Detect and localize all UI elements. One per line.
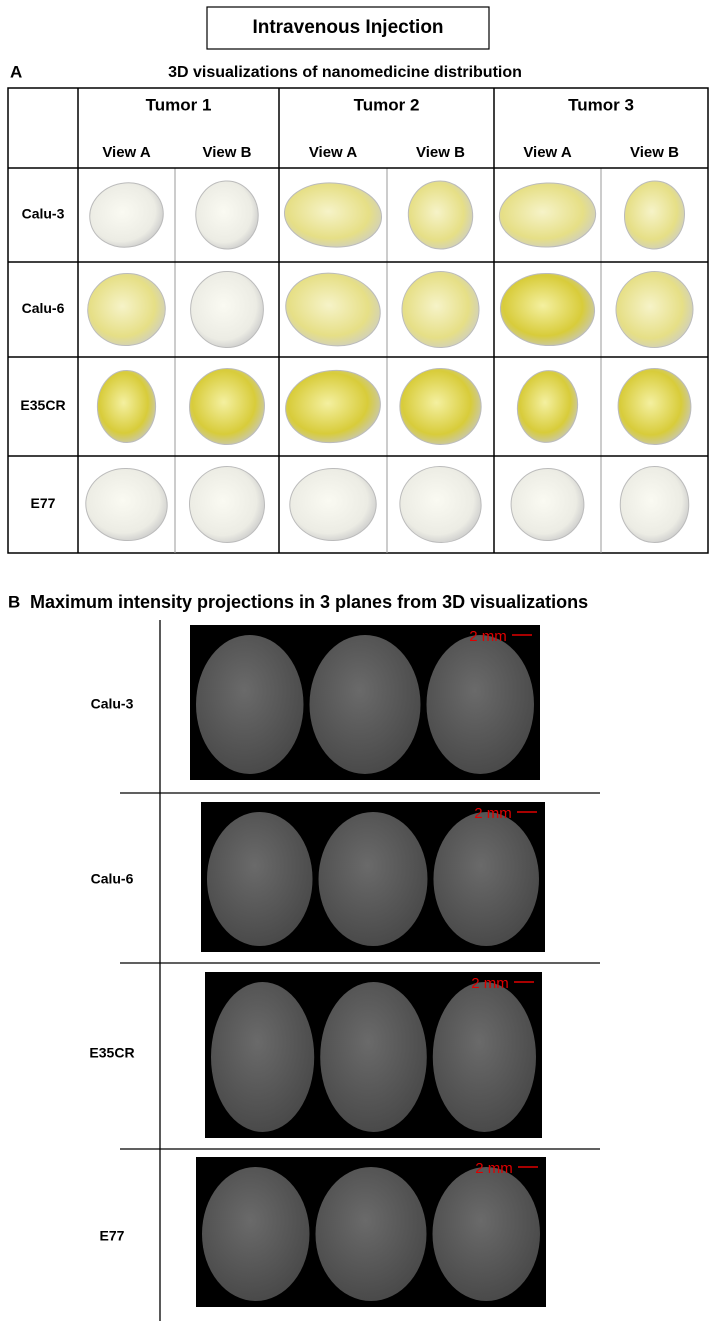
tumor-render: [510, 467, 585, 542]
scale-label: 2 mm: [475, 1160, 513, 1177]
tumor-render: [87, 272, 166, 347]
panel-label: A: [10, 62, 22, 81]
tumor-projection: [196, 635, 304, 774]
tumor-render: [190, 271, 264, 348]
tumor-header: Tumor 2: [354, 95, 420, 114]
tumor-render: [195, 180, 259, 250]
tumor-projection: [320, 982, 427, 1132]
layer: Tumor 1 Tumor 2 Tumor 3 View A View B View A V…: [7, 87, 709, 1321]
tumor-render: [498, 182, 597, 248]
table-border: [7, 87, 709, 554]
scale-label: 2 mm: [469, 628, 507, 645]
view-header: View B: [630, 144, 679, 161]
tumor-render: [399, 367, 482, 446]
tumor-render: [289, 467, 377, 542]
tumor-projection: [202, 1167, 310, 1301]
tumor-projection: [315, 1167, 427, 1301]
tumor-projection: [433, 812, 539, 946]
title-box: [206, 6, 490, 50]
tumor-projection: [426, 635, 534, 774]
tumor-projection: [432, 982, 536, 1132]
tumor-render: [407, 180, 474, 250]
tumor-render: [283, 182, 383, 248]
row-label: Calu-6: [91, 871, 134, 887]
view-header: View A: [102, 144, 151, 161]
tumor-render: [96, 370, 157, 443]
scale-label: 2 mm: [474, 805, 512, 822]
tumor-header: Tumor 1: [146, 95, 212, 114]
tumor-render: [285, 369, 381, 444]
view-header: View B: [416, 144, 465, 161]
scale-label: 2 mm: [471, 975, 509, 992]
panel-title: 3D visualizations of nanomedicine distri…: [168, 64, 522, 81]
tumor-render: [89, 182, 164, 248]
tumor-render: [516, 370, 579, 443]
view-header: View A: [523, 144, 572, 161]
tumor-render: [624, 180, 685, 250]
tumor-projection: [211, 982, 315, 1132]
panel-label: B: [8, 592, 20, 611]
tumor-render: [85, 467, 168, 542]
row-label: E35CR: [20, 397, 65, 413]
tumor-projection: [207, 812, 313, 946]
row-label: E77: [100, 1228, 125, 1244]
tumor-projection: [309, 635, 421, 774]
row-label: E77: [31, 495, 56, 511]
tumor-projection: [432, 1167, 540, 1301]
tumor-render: [189, 466, 265, 543]
tumor-projection: [318, 812, 428, 946]
row-label: Calu-6: [22, 300, 65, 316]
tumor-render: [619, 466, 690, 543]
tumor-render: [399, 465, 482, 544]
tumor-render: [285, 272, 381, 347]
view-header: View A: [309, 144, 358, 161]
row-label: E35CR: [89, 1045, 134, 1061]
tumor-render: [499, 272, 596, 347]
view-header: View B: [203, 144, 252, 161]
figure-title: Intravenous Injection: [252, 17, 443, 38]
tumor-render: [615, 270, 694, 349]
tumor-render: [617, 368, 692, 445]
row-label: Calu-3: [22, 206, 65, 222]
tumor-render: [189, 368, 265, 445]
tumor-header: Tumor 3: [568, 95, 634, 114]
row-label: Calu-3: [91, 696, 134, 712]
tumor-render: [401, 270, 480, 349]
panel-title: Maximum intensity projections in 3 plane…: [30, 592, 588, 612]
